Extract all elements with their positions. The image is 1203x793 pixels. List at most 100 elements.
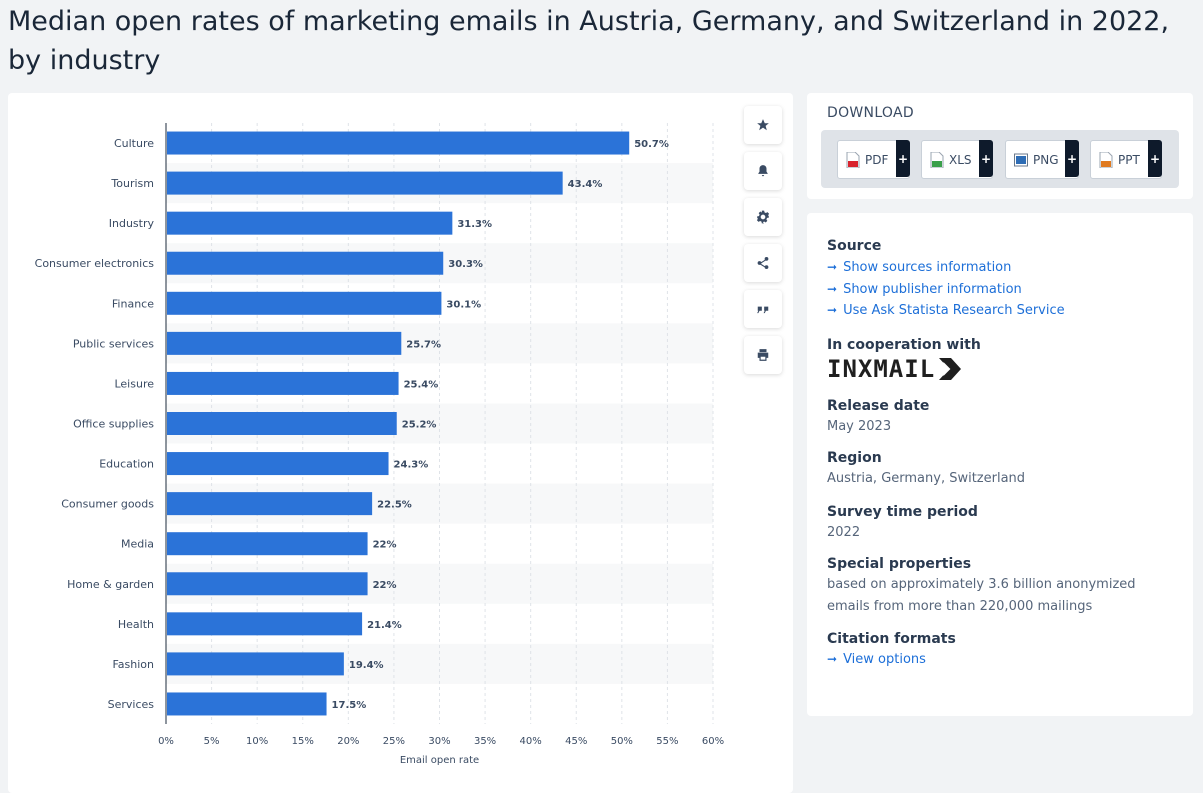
- bar: [167, 452, 389, 476]
- x-tick-label: 20%: [337, 736, 359, 747]
- value-label: 25.4%: [404, 379, 439, 390]
- x-tick-label: 45%: [565, 736, 587, 747]
- category-label: Consumer electronics: [35, 257, 155, 270]
- value-label: 43.4%: [568, 179, 603, 190]
- plus-icon: +: [1065, 140, 1079, 177]
- bar: [167, 291, 442, 315]
- bar: [167, 572, 368, 596]
- pdf-file-icon: [846, 151, 860, 168]
- gear-icon: [756, 210, 770, 224]
- bar: [167, 331, 402, 355]
- category-label: Fashion: [112, 658, 154, 671]
- plus-icon: +: [979, 140, 993, 177]
- inxmail-logo: INXMAIL: [827, 354, 1177, 384]
- arrow-right-icon: ➞: [827, 652, 838, 666]
- inxmail-logo-text: INXMAIL: [827, 354, 936, 383]
- value-label: 30.1%: [446, 299, 481, 310]
- share-icon: [757, 257, 769, 269]
- category-label: Public services: [73, 337, 154, 350]
- settings-button[interactable]: [744, 198, 782, 236]
- download-xls-label: XLS: [949, 152, 972, 167]
- x-tick-label: 15%: [292, 736, 314, 747]
- category-label: Leisure: [114, 377, 154, 390]
- show-publisher-label: Show publisher information: [843, 281, 1022, 297]
- cite-button[interactable]: [744, 290, 782, 328]
- bar: [167, 251, 444, 275]
- show-sources-label: Show sources information: [843, 260, 1012, 275]
- x-tick-label: 50%: [611, 736, 633, 747]
- download-png-label: PNG: [1033, 152, 1059, 167]
- download-xls-button[interactable]: XLS +: [921, 140, 993, 179]
- show-publisher-link[interactable]: ➞ Show publisher information: [827, 279, 1177, 301]
- region-heading: Region: [827, 450, 882, 466]
- release-heading: Release date: [827, 397, 930, 414]
- category-label: Education: [99, 458, 154, 471]
- bar: [167, 371, 399, 395]
- value-label: 31.3%: [457, 219, 492, 230]
- plus-icon: +: [896, 140, 910, 177]
- share-button[interactable]: [744, 244, 782, 282]
- view-options-link[interactable]: ➞ View options: [827, 649, 1177, 671]
- bar-chart: 0% 5% 10% 15% 20% 25% 30% 35% 40% 45% 50% 55% 60% Cul…: [35, 123, 724, 766]
- ask-statista-link[interactable]: ➞ Use Ask Statista Research Service: [827, 300, 1177, 322]
- inxmail-logo-mark: [939, 357, 962, 380]
- star-icon: [757, 119, 769, 131]
- download-ppt-button[interactable]: PPT +: [1090, 140, 1162, 179]
- download-ppt-label: PPT: [1118, 152, 1140, 167]
- ask-statista-label: Use Ask Statista Research Service: [843, 303, 1065, 318]
- arrow-right-icon: ➞: [827, 260, 838, 274]
- bar: [167, 211, 453, 235]
- arrow-right-icon: ➞: [827, 303, 838, 317]
- value-label: 22%: [373, 580, 397, 591]
- x-tick-label: 10%: [246, 736, 268, 747]
- download-pdf-label: PDF: [865, 152, 889, 167]
- quote-icon: [757, 306, 769, 314]
- print-button[interactable]: [744, 336, 782, 374]
- x-axis-title: Email open rate: [400, 755, 479, 766]
- x-tick-label: 5%: [204, 736, 220, 747]
- x-tick-label: 30%: [428, 736, 450, 747]
- favorite-button[interactable]: [744, 106, 782, 144]
- value-label: 21.4%: [367, 620, 402, 631]
- value-label: 17.5%: [332, 700, 367, 711]
- special-value: based on approximately 3.6 billion anony…: [827, 577, 1136, 614]
- bar: [167, 692, 327, 716]
- bar: [167, 492, 373, 516]
- value-label: 30.3%: [448, 259, 483, 270]
- x-tick-label: 55%: [656, 736, 678, 747]
- category-label: Media: [121, 538, 154, 551]
- download-title: DOWNLOAD: [827, 105, 914, 121]
- category-label: Industry: [109, 217, 155, 230]
- bar: [167, 652, 344, 676]
- bell-icon: [758, 165, 768, 177]
- category-label: Office supplies: [73, 418, 154, 431]
- x-tick-label: 25%: [383, 736, 405, 747]
- printer-icon: [757, 349, 769, 361]
- bar: [167, 612, 363, 636]
- value-label: 19.4%: [349, 660, 384, 671]
- chart-card: 0% 5% 10% 15% 20% 25% 30% 35% 40% 45% 50% 55% 60% Cul…: [8, 93, 793, 793]
- category-label: Consumer goods: [61, 498, 154, 511]
- category-label: Culture: [114, 137, 154, 150]
- survey-value: 2022: [827, 524, 861, 540]
- download-png-button[interactable]: PNG +: [1005, 140, 1079, 179]
- source-heading: Source: [827, 238, 882, 254]
- arrow-right-icon: ➞: [827, 281, 838, 296]
- notification-button[interactable]: [744, 152, 782, 190]
- special-heading: Special properties: [827, 556, 972, 572]
- cooperation-heading: In cooperation with: [827, 336, 981, 353]
- show-sources-link[interactable]: ➞ Show sources information: [827, 257, 1177, 279]
- region-value: Austria, Germany, Switzerland: [827, 471, 1026, 486]
- value-label: 50.7%: [634, 139, 669, 150]
- citation-heading: Citation formats: [827, 631, 956, 647]
- value-label: 25.2%: [402, 420, 437, 431]
- x-tick-label: 0%: [158, 736, 174, 747]
- value-label: 22%: [373, 540, 397, 551]
- download-pdf-button[interactable]: PDF +: [837, 140, 910, 179]
- category-label: Services: [108, 698, 155, 711]
- page-title: Median open rates of marketing emails in…: [8, 6, 1170, 76]
- value-label: 24.3%: [394, 460, 429, 471]
- x-tick-label: 35%: [474, 736, 496, 747]
- plus-icon: +: [1148, 140, 1162, 177]
- category-label: Home & garden: [67, 578, 154, 591]
